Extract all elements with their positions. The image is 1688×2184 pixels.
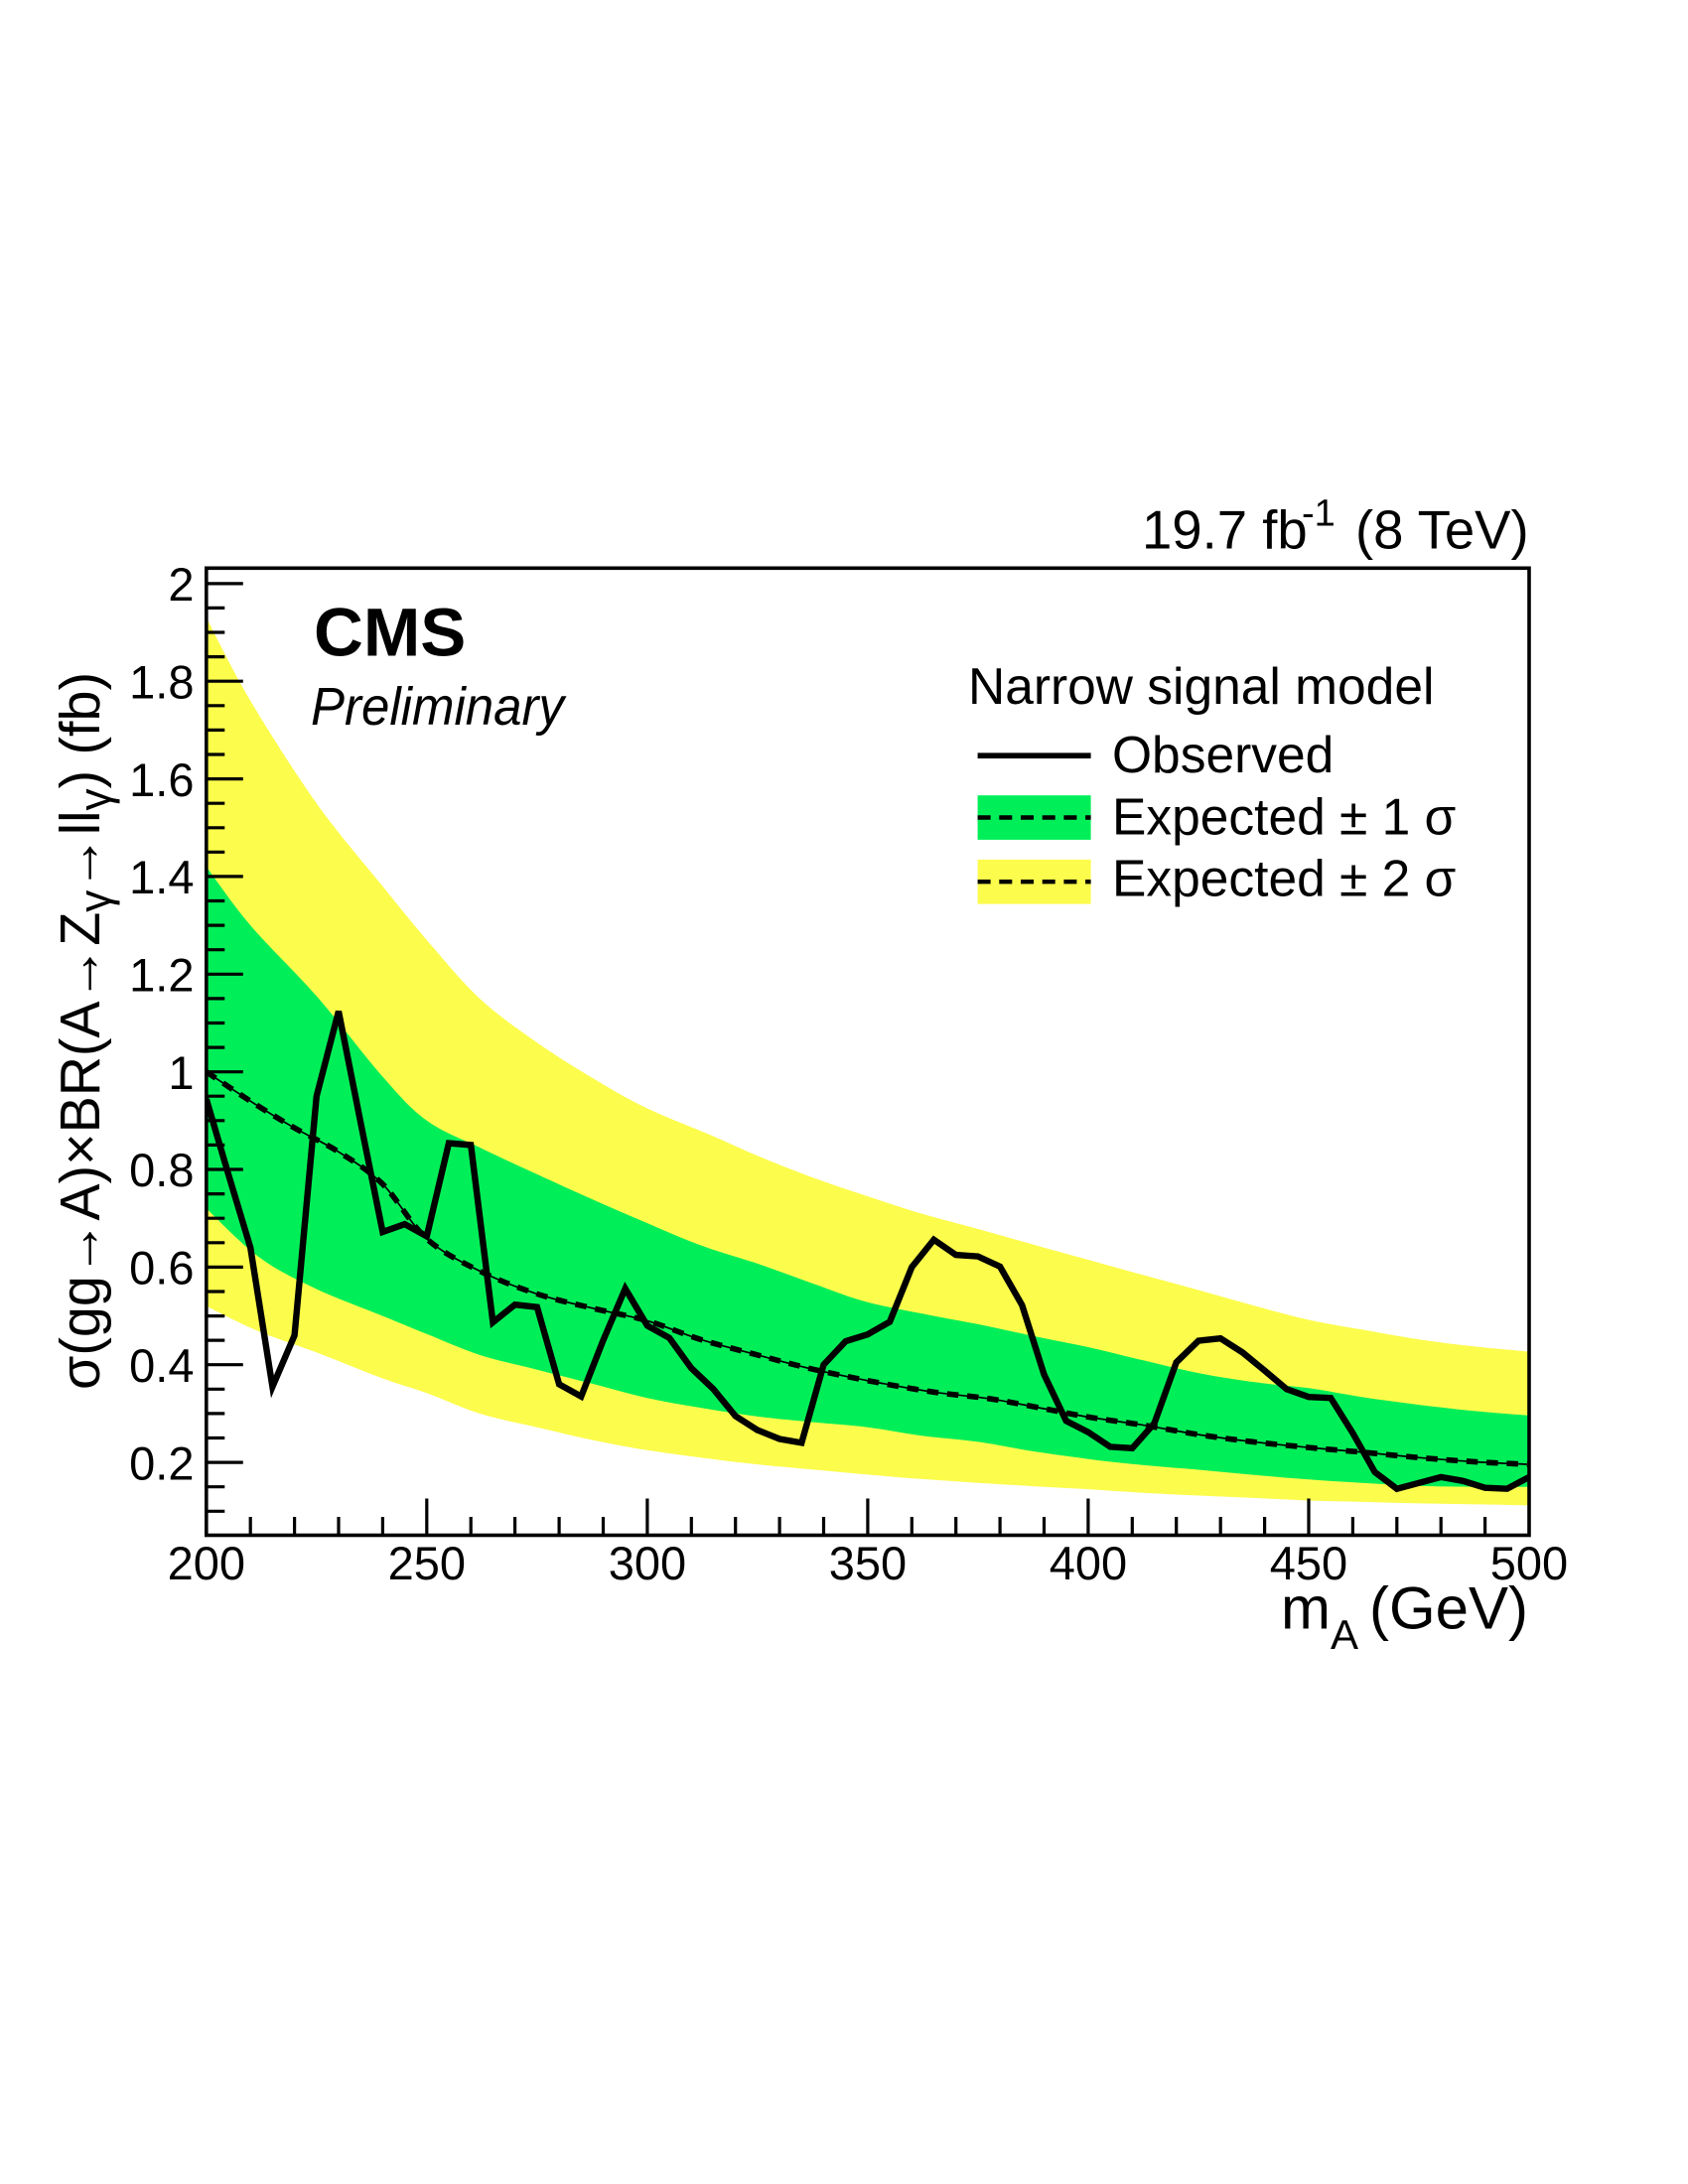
svg-text:1.8: 1.8 <box>129 655 194 708</box>
svg-text:(GeV): (GeV) <box>1369 1575 1528 1642</box>
svg-text:Expected ± 2 σ: Expected ± 2 σ <box>1112 849 1456 906</box>
svg-text:1.2: 1.2 <box>129 949 194 1002</box>
svg-text:1.6: 1.6 <box>129 753 194 806</box>
svg-text:2: 2 <box>168 558 194 611</box>
svg-text:200: 200 <box>168 1537 245 1589</box>
svg-text:0.2: 0.2 <box>129 1436 194 1489</box>
svg-text:300: 300 <box>609 1537 686 1589</box>
svg-text:450: 450 <box>1270 1537 1347 1589</box>
svg-text:19.7 fb: 19.7 fb <box>1142 500 1308 561</box>
svg-text:1: 1 <box>168 1046 194 1099</box>
svg-text:m: m <box>1281 1575 1331 1642</box>
svg-text:-1: -1 <box>1302 493 1336 535</box>
svg-text:400: 400 <box>1050 1537 1127 1589</box>
svg-text:σ(gg→A)×BR(A→Zγ→llγ) (fb): σ(gg→A)×BR(A→Zγ→llγ) (fb) <box>49 672 120 1390</box>
svg-text:Observed: Observed <box>1112 726 1334 783</box>
svg-text:Preliminary: Preliminary <box>311 678 567 737</box>
svg-text:500: 500 <box>1490 1537 1568 1589</box>
svg-text:A: A <box>1331 1611 1358 1658</box>
svg-text:Narrow signal model: Narrow signal model <box>968 657 1434 715</box>
svg-text:250: 250 <box>388 1537 466 1589</box>
svg-text:CMS: CMS <box>314 595 466 671</box>
svg-text:350: 350 <box>829 1537 907 1589</box>
svg-text:0.8: 0.8 <box>129 1144 194 1196</box>
svg-text:(8 TeV): (8 TeV) <box>1355 500 1529 561</box>
svg-text:Expected ± 1 σ: Expected ± 1 σ <box>1112 788 1456 846</box>
svg-text:0.4: 0.4 <box>129 1339 194 1392</box>
svg-text:0.6: 0.6 <box>129 1242 194 1295</box>
svg-text:1.4: 1.4 <box>129 851 194 903</box>
